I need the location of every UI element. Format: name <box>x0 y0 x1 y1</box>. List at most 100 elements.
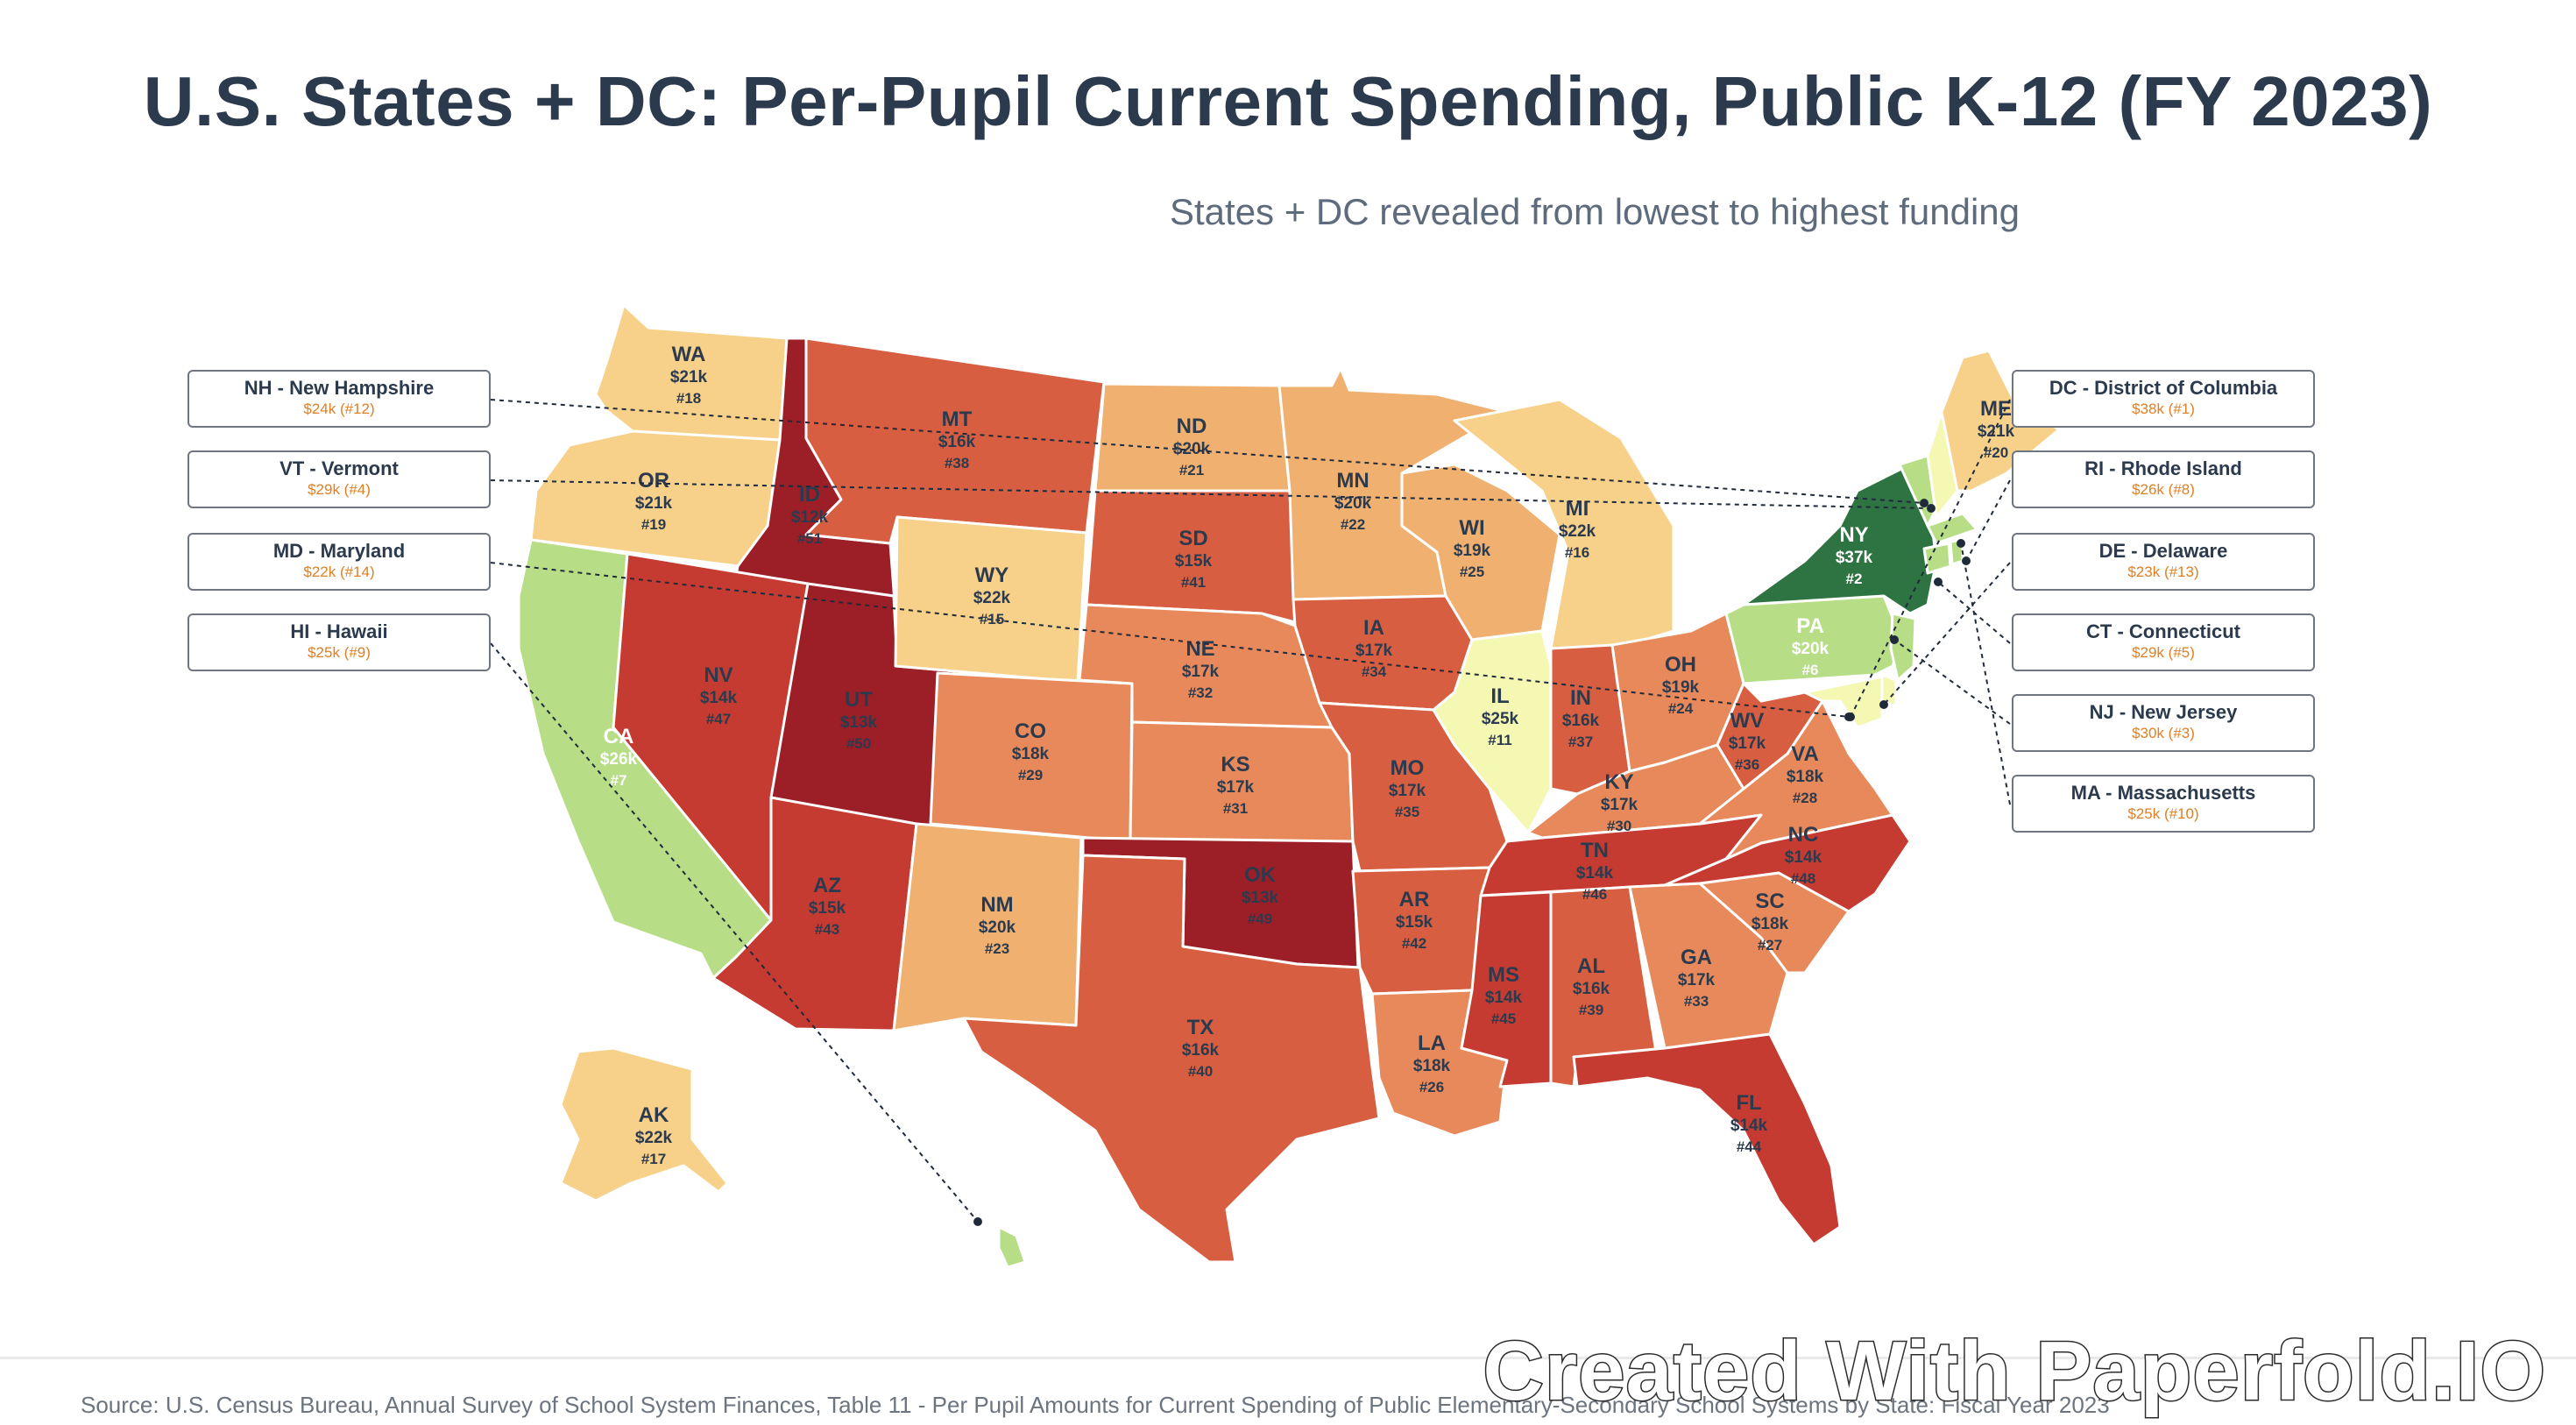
state-label-mn-code: MN <box>1336 469 1369 493</box>
state-label-il-code: IL <box>1490 684 1509 708</box>
state-shape-hi[interactable] <box>997 1225 1027 1269</box>
callout-hi[interactable]: HI - Hawaii $25k (#9) <box>188 613 491 671</box>
state-label-mi-value: $22k <box>1559 522 1596 541</box>
state-label-ne-rank: #32 <box>1188 684 1213 701</box>
state-label-in-rank: #37 <box>1568 734 1593 750</box>
state-label-al-value: $16k <box>1573 980 1610 998</box>
state-label-tn-rank: #46 <box>1582 886 1607 903</box>
state-label-ok-rank: #49 <box>1248 911 1272 927</box>
state-label-nd-rank: #21 <box>1179 462 1204 479</box>
callout-nh-value: $24k (#12) <box>303 401 375 417</box>
state-label-tx-rank: #40 <box>1188 1063 1213 1080</box>
footer-divider <box>0 1357 2576 1359</box>
state-label-ar-code: AR <box>1399 888 1430 911</box>
state-shape-md[interactable] <box>1803 675 1884 729</box>
source-note: Source: U.S. Census Bureau, Annual Surve… <box>81 1392 2110 1418</box>
state-label-id-value: $12k <box>791 508 829 527</box>
leader-dot-ct <box>1934 578 1943 586</box>
leader-dot-dc <box>1846 712 1855 721</box>
state-label-wi-code: WI <box>1459 516 1484 540</box>
state-label-tn-value: $14k <box>1576 864 1614 883</box>
callout-ct[interactable]: CT - Connecticut $29k (#5) <box>2012 613 2315 671</box>
callout-ri[interactable]: RI - Rhode Island $26k (#8) <box>2012 450 2315 508</box>
state-label-wa-value: $21k <box>670 368 708 386</box>
callout-nj-value: $30k (#3) <box>2132 725 2195 741</box>
state-label-mn-rank: #22 <box>1341 516 1365 533</box>
state-label-co-value: $18k <box>1012 745 1050 763</box>
state-shape-sd[interactable] <box>1085 489 1297 624</box>
state-label-ak-code: AK <box>639 1103 669 1127</box>
state-shape-ct[interactable] <box>1922 542 1952 575</box>
state-label-mi-rank: #16 <box>1565 544 1589 561</box>
state-label-tn-code: TN <box>1581 839 1609 862</box>
state-label-mn-value: $20k <box>1334 494 1372 513</box>
state-label-me-value: $21k <box>1978 422 2015 441</box>
state-shape-ak[interactable] <box>559 1046 729 1202</box>
state-label-az-rank: #43 <box>815 921 839 938</box>
callout-ma[interactable]: MA - Massachusetts $25k (#10) <box>2012 775 2315 833</box>
state-label-la-rank: #26 <box>1419 1079 1444 1095</box>
state-label-nd-code: ND <box>1177 415 1207 438</box>
callout-ct-name: CT - Connecticut <box>2086 620 2240 642</box>
callout-nh[interactable]: NH - New Hampshire $24k (#12) <box>188 370 491 428</box>
leader-dot-ma <box>1957 539 1965 548</box>
state-shape-me[interactable] <box>1940 349 2061 493</box>
leader-line-de <box>1883 562 2011 705</box>
state-label-sc-code: SC <box>1755 890 1784 913</box>
state-label-ne-code: NE <box>1185 637 1214 661</box>
state-label-tx-code: TX <box>1187 1016 1214 1039</box>
state-label-nv-code: NV <box>704 663 732 687</box>
state-label-sd-value: $15k <box>1175 552 1213 571</box>
callout-de[interactable]: DE - Delaware $23k (#13) <box>2012 533 2315 591</box>
state-label-nc-code: NC <box>1788 823 1819 847</box>
state-label-ut-value: $13k <box>840 713 878 732</box>
state-label-ar-rank: #42 <box>1402 935 1426 952</box>
state-label-wv-rank: #36 <box>1735 756 1759 773</box>
state-label-mo-rank: #35 <box>1395 804 1419 820</box>
state-label-ne-value: $17k <box>1182 663 1220 681</box>
state-label-ms-code: MS <box>1488 963 1519 987</box>
callout-ct-value: $29k (#5) <box>2132 644 2195 661</box>
state-label-mt-code: MT <box>942 408 973 431</box>
state-label-ny-value: $37k <box>1836 549 1873 567</box>
state-shape-il[interactable] <box>1432 629 1553 834</box>
state-label-al-rank: #39 <box>1579 1002 1603 1018</box>
state-shape-fl[interactable] <box>1572 1032 1842 1246</box>
state-label-or-rank: #19 <box>641 516 666 533</box>
state-label-ga-rank: #33 <box>1684 993 1709 1010</box>
state-label-ga-value: $17k <box>1678 971 1716 989</box>
state-label-in-value: $16k <box>1562 712 1600 730</box>
state-shape-ma[interactable] <box>1926 512 1978 545</box>
state-label-wy-rank: #15 <box>980 611 1004 627</box>
state-label-co-rank: #29 <box>1018 767 1043 783</box>
leader-dot-ri <box>1962 557 1971 565</box>
callout-md[interactable]: MD - Maryland $22k (#14) <box>188 533 491 591</box>
callout-nj-name: NJ - New Jersey <box>2089 701 2238 723</box>
state-label-az-value: $15k <box>809 899 846 918</box>
state-label-ia-value: $17k <box>1355 642 1393 660</box>
callout-vt-value: $29k (#4) <box>308 481 371 498</box>
watermark-logo: Created With Paperfold.IO <box>1482 1323 2547 1420</box>
state-label-ar-value: $15k <box>1396 913 1433 932</box>
state-label-in-code: IN <box>1570 686 1591 710</box>
state-label-va-rank: #28 <box>1793 790 1817 806</box>
state-shape-mt[interactable] <box>804 337 1106 545</box>
state-label-sd-rank: #41 <box>1181 574 1206 591</box>
callout-nj[interactable]: NJ - New Jersey $30k (#3) <box>2012 694 2315 752</box>
callout-dc[interactable]: DC - District of Columbia $38k (#1) <box>2012 370 2315 428</box>
leader-dot-nj <box>1890 635 1899 644</box>
state-shape-tx[interactable] <box>962 854 1381 1264</box>
callout-vt[interactable]: VT - Vermont $29k (#4) <box>188 450 491 508</box>
state-label-ut-code: UT <box>845 688 873 712</box>
state-label-wv-value: $17k <box>1729 734 1766 753</box>
state-label-la-code: LA <box>1418 1032 1446 1055</box>
callout-ri-value: $26k (#8) <box>2132 481 2195 498</box>
callout-hi-name: HI - Hawaii <box>290 620 388 642</box>
state-label-il-rank: #11 <box>1488 732 1511 748</box>
leader-line-vt <box>490 479 1932 509</box>
state-label-ok-code: OK <box>1244 863 1277 887</box>
leader-line-nj <box>1893 639 2011 725</box>
state-label-ky-code: KY <box>1604 770 1633 794</box>
callout-ma-name: MA - Massachusetts <box>2070 782 2256 804</box>
state-label-nm-value: $20k <box>979 918 1016 937</box>
